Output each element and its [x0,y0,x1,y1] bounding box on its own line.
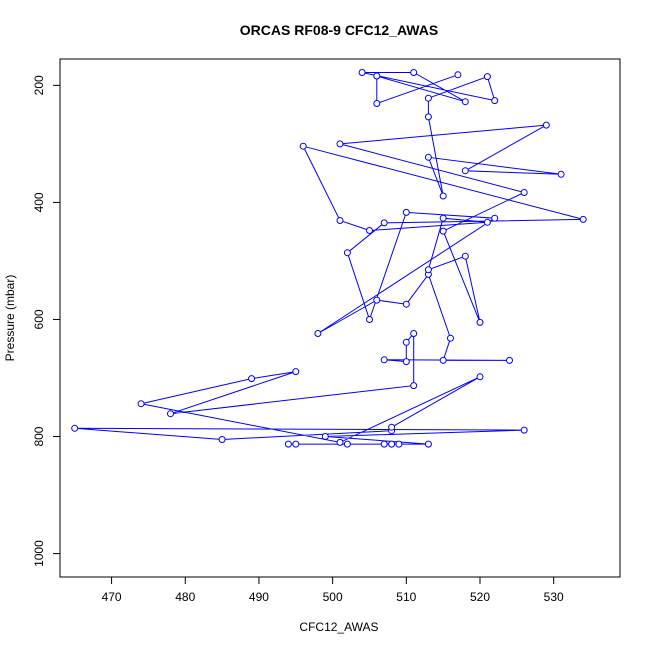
x-tick-label: 470 [102,590,122,604]
data-point [491,214,499,222]
data-point [299,142,307,150]
data-point [439,192,447,200]
data-point [557,170,565,178]
data-point [366,227,373,234]
data-point [380,219,388,227]
data-point [402,338,410,346]
data-point [167,410,174,418]
data-point [218,436,226,443]
data-point [380,440,388,448]
y-tick-label: 200 [32,75,46,95]
data-point [248,375,256,383]
data-point [483,218,491,226]
x-tick-label: 520 [470,590,490,604]
data-point [71,424,79,432]
data-point [491,97,499,105]
data-point [321,433,329,440]
data-point [424,266,432,274]
x-axis: 470 480 490 500 510 520 530 [102,577,564,604]
data-point [284,440,292,448]
data-point [388,423,396,431]
y-tick-label: 800 [32,426,46,446]
data-point [520,426,528,434]
data-point [292,440,300,448]
data-point [410,69,418,76]
data-point [402,358,410,366]
y-tick-label: 1000 [32,540,46,567]
data-point [373,100,381,107]
y-axis-label: Pressure (mbar) [3,275,17,362]
data-point [373,296,381,304]
data-point [343,440,351,448]
x-tick-label: 480 [175,590,195,604]
data-point [336,140,344,148]
data-point [292,368,300,376]
data-point [358,69,366,76]
x-tick-label: 490 [249,590,269,604]
data-point [388,440,396,448]
y-axis: 200 400 600 800 1000 [32,75,60,567]
y-tick-label: 400 [32,192,46,212]
data-point [137,400,145,408]
data-point [410,382,418,390]
plot-frame [59,58,621,578]
data-point [336,438,344,446]
data-point [476,373,484,381]
data-point [483,73,491,81]
data-point [461,98,469,106]
x-axis-label: CFC12_AWAS [299,620,378,634]
data-point [424,440,432,448]
data-point [424,153,432,161]
data-point [424,94,432,102]
data-point [343,249,351,257]
data-point [402,208,410,216]
data-point [410,330,418,337]
data-point [366,316,373,323]
data-point [373,72,381,80]
y-tick-label: 600 [32,309,46,329]
data-point [439,227,447,235]
data-point [579,215,587,223]
data-point [447,334,454,342]
data-point [542,121,550,129]
x-tick-label: 510 [396,590,416,604]
data-point [424,113,432,121]
data-point [439,214,447,222]
x-tick-label: 500 [323,590,343,604]
data-point [336,217,344,224]
data-point [476,318,484,326]
data-point [506,356,513,364]
data-point [461,167,469,175]
data-point [461,252,469,260]
data-point [520,189,528,196]
data-point [439,356,447,364]
data-point [395,440,403,448]
data-point [454,71,462,79]
data-point [314,330,322,337]
data-point [402,300,410,308]
series-layer [71,69,587,448]
data-point [380,356,388,364]
x-tick-label: 530 [544,590,564,604]
chart-title: ORCAS RF08-9 CFC12_AWAS [240,22,438,38]
